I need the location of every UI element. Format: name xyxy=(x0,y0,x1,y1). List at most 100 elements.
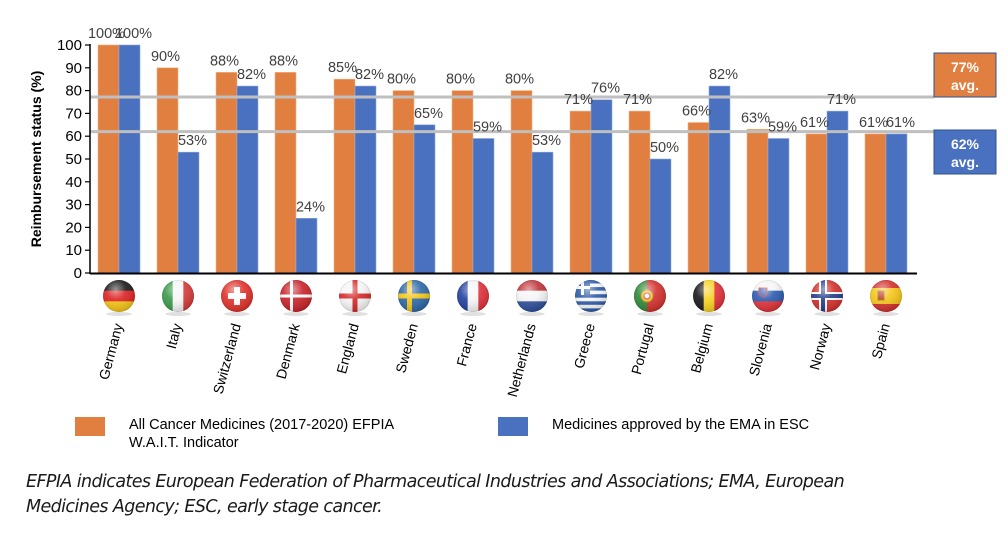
caption-line1: EFPIA indicates European Federation of P… xyxy=(26,472,845,492)
y-tick-label: 50 xyxy=(65,151,82,168)
bar-netherlands-ema-esc xyxy=(531,151,554,274)
bar-belgium-ema-esc xyxy=(708,85,731,274)
data-label: 88% xyxy=(210,53,239,69)
bar-slovenia-ema-esc xyxy=(767,138,790,274)
bar-england-all-cancer xyxy=(333,78,356,274)
x-tick-label-switzerland: Switzerland xyxy=(210,322,244,396)
y-tick-label: 20 xyxy=(65,219,82,236)
bar-spain-all-cancer xyxy=(864,133,887,274)
legend-swatch-orange xyxy=(75,417,105,436)
bars xyxy=(97,44,908,274)
data-label: 80% xyxy=(387,72,416,88)
y-tick-label: 90 xyxy=(65,60,82,77)
y-tick-label: 0 xyxy=(74,265,82,282)
italy-flag-icon xyxy=(162,280,194,316)
data-label: 63% xyxy=(741,110,770,126)
data-label: 71% xyxy=(827,92,856,108)
bar-italy-all-cancer xyxy=(156,67,179,274)
y-axis-ticks: 0 10 20 30 40 50 60 70 80 90 100 xyxy=(57,37,90,282)
data-label: 65% xyxy=(414,106,443,122)
greece-flag-icon xyxy=(575,280,607,316)
x-tick-label-france: France xyxy=(453,321,480,367)
data-label: 53% xyxy=(532,133,561,149)
bar-england-ema-esc xyxy=(354,85,377,274)
x-tick-label-belgium: Belgium xyxy=(687,322,716,375)
denmark-flag-icon xyxy=(280,280,312,316)
data-label: 100% xyxy=(88,26,125,42)
y-tick-label: 30 xyxy=(65,197,82,214)
y-tick-label: 40 xyxy=(65,174,82,191)
y-axis-label: Reimbursement status (%) xyxy=(28,71,44,248)
bar-portugal-ema-esc xyxy=(649,158,672,274)
bar-italy-ema-esc xyxy=(177,151,200,274)
bar-switzerland-all-cancer xyxy=(215,72,238,274)
bar-denmark-all-cancer xyxy=(274,72,297,274)
bar-sweden-all-cancer xyxy=(392,90,415,274)
bar-portugal-all-cancer xyxy=(628,110,651,274)
caption-line2: Medicines Agency; ESC, early stage cance… xyxy=(26,497,383,517)
data-label: 80% xyxy=(446,72,475,88)
average-caption: avg. xyxy=(951,154,979,170)
average-box-62: 62% avg. xyxy=(933,129,997,175)
legend-label-line2: W.A.I.T. Indicator xyxy=(129,435,239,451)
bar-norway-all-cancer xyxy=(805,133,828,274)
data-label: 80% xyxy=(505,72,534,88)
france-flag-icon xyxy=(457,280,489,316)
data-label: 71% xyxy=(564,92,593,108)
netherlands-flag-icon xyxy=(516,280,548,316)
bar-france-all-cancer xyxy=(451,90,474,274)
x-axis-category-labels: Germany Italy Switzerland Denmark England Swe… xyxy=(96,321,893,399)
x-tick-label-norway: Norway xyxy=(806,322,834,372)
reference-lines xyxy=(90,95,934,134)
average-boxes: 77% avg. 62% avg. xyxy=(933,52,997,175)
sweden-flag-icon xyxy=(398,280,430,316)
country-flags xyxy=(103,280,902,316)
y-tick-label: 10 xyxy=(65,242,82,259)
germany-flag-icon xyxy=(103,280,135,316)
spain-flag-icon xyxy=(870,280,902,316)
bar-germany-ema-esc xyxy=(118,44,141,274)
bar-switzerland-ema-esc xyxy=(236,85,259,274)
data-label: 59% xyxy=(768,119,797,135)
data-label: 59% xyxy=(473,119,502,135)
y-tick-label: 80 xyxy=(65,83,82,100)
legend-label: All Cancer Medicines (2017-2020) EFPIA W… xyxy=(129,416,394,452)
data-label: 88% xyxy=(269,53,298,69)
data-labels: 100%100%90%53%88%82%88%24%85%82% 80%65%80… xyxy=(88,26,915,215)
data-label: 76% xyxy=(591,81,620,97)
data-label: 53% xyxy=(178,133,207,149)
legend-swatch-blue xyxy=(498,417,528,436)
legend-label-line1: Medicines approved by the EMA in ESC xyxy=(552,417,810,433)
bar-belgium-all-cancer xyxy=(687,122,710,274)
average-box-bg xyxy=(933,129,997,175)
x-tick-label-denmark: Denmark xyxy=(273,321,303,381)
y-tick-label: 100 xyxy=(57,37,82,54)
data-label: 50% xyxy=(650,140,679,156)
legend-label: Medicines approved by the EMA in ESC xyxy=(552,416,809,434)
data-label: 61% xyxy=(800,115,829,131)
bar-denmark-ema-esc xyxy=(295,217,318,274)
bar-norway-ema-esc xyxy=(826,110,849,274)
average-box-77: 77% avg. xyxy=(933,52,997,98)
data-label: 66% xyxy=(682,104,711,120)
bar-greece-ema-esc xyxy=(590,99,613,274)
data-label: 90% xyxy=(151,49,180,65)
switzerland-flag-icon xyxy=(221,280,253,316)
x-tick-label-slovenia: Slovenia xyxy=(746,321,775,377)
average-caption: avg. xyxy=(951,77,979,93)
data-label: 61% xyxy=(859,115,888,131)
bar-sweden-ema-esc xyxy=(413,124,436,274)
data-label: 100% xyxy=(115,26,152,42)
x-tick-label-spain: Spain xyxy=(868,322,893,361)
data-label: 82% xyxy=(237,67,266,83)
legend-label-line1: All Cancer Medicines (2017-2020) EFPIA xyxy=(129,417,395,433)
bar-france-ema-esc xyxy=(472,138,495,274)
bar-germany-all-cancer xyxy=(97,44,120,274)
data-label: 85% xyxy=(328,60,357,76)
bar-slovenia-all-cancer xyxy=(746,129,769,274)
x-tick-label-sweden: Sweden xyxy=(392,322,421,375)
belgium-flag-icon xyxy=(693,280,725,316)
x-tick-label-netherlands: Netherlands xyxy=(504,322,539,399)
x-tick-label-portugal: Portugal xyxy=(628,322,657,377)
x-tick-label-greece: Greece xyxy=(571,321,598,370)
